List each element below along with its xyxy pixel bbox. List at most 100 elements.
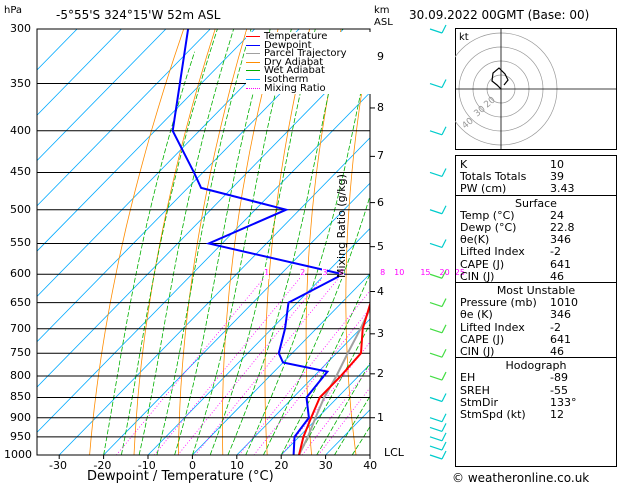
station-location: -5°55'S 324°15'W 52m ASL	[56, 8, 221, 22]
wind-barb	[429, 352, 443, 358]
stats-label: CIN (J)	[460, 345, 495, 358]
stats-value: 641	[550, 257, 571, 271]
wind-barb-flag	[441, 393, 447, 402]
pressure-tick-label: 450	[10, 165, 31, 179]
legend-label: Mixing Ratio	[264, 82, 326, 94]
km-tick-label: 2	[377, 366, 384, 380]
mixing-ratio-label: 2	[300, 267, 306, 280]
stats-value: 22.8	[550, 221, 575, 234]
isotherm-line	[236, 318, 370, 455]
temperature-tick-label: 30	[318, 459, 333, 472]
km-tick-label: 9	[377, 50, 384, 64]
mixing-ratio-label: 8	[380, 267, 386, 280]
stats-label: θe (K)	[460, 308, 493, 322]
pressure-tick-label: 400	[10, 123, 31, 137]
stats-label: Lifted Index	[460, 245, 525, 259]
wet-adiabat-line	[298, 323, 370, 455]
stats-label: StmSpd (kt)	[460, 408, 526, 421]
wind-barb	[429, 426, 443, 432]
wet-adiabat-line	[209, 29, 316, 455]
mixing-ratio-line	[194, 274, 343, 455]
temperature-tick-label: 10	[230, 459, 244, 472]
pressure-tick-label: 700	[10, 321, 31, 335]
mixing-ratio-label: 3	[322, 267, 328, 280]
legend-label: Parcel Trajectory	[264, 48, 347, 60]
legend-swatch	[246, 36, 260, 37]
temperature-tick-label: -10	[137, 459, 156, 472]
legend-label: Dry Adiabat	[264, 56, 324, 68]
pressure-tick-label: 350	[10, 76, 31, 90]
temperature-tick-label: 20	[274, 459, 289, 472]
km-tick-label: 6	[377, 195, 384, 209]
stats-row: CAPE (J) 641	[456, 333, 616, 346]
wind-barb	[429, 454, 443, 460]
wind-barb	[429, 130, 443, 136]
mixing-ratio-line	[238, 290, 370, 455]
wind-barb-flag	[441, 269, 447, 279]
stats-row: Lifted Index -2	[456, 321, 616, 334]
stats-row: EH -89	[456, 371, 616, 384]
wind-barb-flag	[441, 450, 447, 460]
dry-adiabat-line	[384, 29, 404, 455]
stats-label: θe(K)	[460, 233, 490, 247]
wind-barb	[429, 209, 443, 215]
stats-separator	[456, 357, 616, 359]
stats-row: PW (cm) 3.43	[456, 182, 616, 195]
stats-row: StmDir 133°	[456, 396, 616, 409]
wind-barb-flag	[441, 441, 447, 451]
mixing-ratio-label: 15	[420, 267, 431, 280]
stats-row: K 10	[456, 158, 616, 171]
parcel-trajectory-line	[298, 306, 370, 455]
km-tick-label: 7	[377, 149, 384, 163]
wet-adiabat-line	[138, 29, 234, 455]
wind-barb	[429, 171, 443, 178]
temperature-tick-label: -30	[49, 459, 67, 472]
wind-barb-flag	[441, 168, 447, 177]
wind-barb-flag	[441, 239, 447, 248]
legend-swatch	[246, 79, 260, 80]
pressure-tick-label: 800	[10, 369, 31, 383]
stats-row: Pressure (mb) 1010	[456, 296, 616, 309]
stats-row: θe (K) 346	[456, 308, 616, 321]
isotherm-line	[192, 273, 370, 455]
wind-barb-flag	[441, 24, 447, 34]
wind-barb	[429, 436, 443, 442]
stats-value: 39	[550, 170, 564, 184]
legend-swatch	[246, 87, 260, 89]
stats-label: Dewp (°C)	[460, 221, 517, 234]
hodograph-unit-label: kt	[459, 32, 469, 43]
km-tick-label: 8	[377, 100, 384, 114]
wind-barb-flag	[441, 298, 447, 307]
forecast-datetime: 30.09.2022 00GMT (Base: 00)	[409, 8, 590, 22]
wind-barb	[429, 396, 443, 403]
stats-value: 12	[550, 408, 564, 421]
mixing-ratio-axis-title: Mixing Ratio (g/kg)	[335, 174, 348, 278]
isotherm-line	[37, 29, 300, 298]
km-tick-label: 4	[377, 284, 384, 298]
wet-adiabat-line	[334, 395, 370, 455]
pressure-tick-label: 550	[10, 236, 31, 250]
isotherm-line	[37, 29, 122, 116]
plot-frame	[36, 28, 371, 456]
wind-barbs	[429, 24, 447, 460]
stats-label: Pressure (mb)	[460, 296, 537, 310]
stats-row: CIN (J) 46	[456, 345, 616, 358]
wind-barb-flag	[441, 432, 447, 442]
stats-value: -2	[550, 320, 561, 334]
dry-adiabat-line	[624, 29, 629, 455]
km-tick-label: 3	[377, 326, 384, 340]
dry-adiabat-line	[133, 29, 216, 455]
wind-barb-flag	[441, 79, 447, 88]
mixing-ratio-label: 4	[338, 267, 344, 280]
mixing-ratio-line	[281, 341, 370, 455]
isotherm-line	[37, 29, 167, 162]
stats-value: 24	[550, 208, 564, 222]
stats-label: StmDir	[460, 395, 499, 409]
legend-swatch	[246, 53, 260, 55]
stats-label: CIN (J)	[460, 269, 495, 283]
wind-barb-flag	[441, 324, 447, 334]
wind-barb-flag	[441, 371, 447, 381]
